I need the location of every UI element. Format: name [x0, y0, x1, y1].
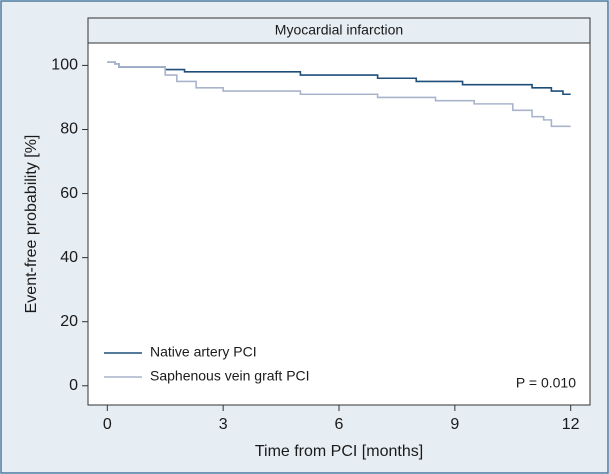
x-tick-label: 6 — [335, 416, 344, 433]
y-tick-label: 80 — [60, 121, 78, 138]
x-tick-label: 3 — [219, 416, 228, 433]
legend-label: Native artery PCI — [150, 344, 257, 360]
x-axis-label: Time from PCI [months] — [255, 443, 423, 460]
y-tick-label: 100 — [51, 57, 78, 74]
chart-title: Myocardial infarction — [275, 22, 403, 38]
y-axis-label: Event-free probability [%] — [23, 135, 40, 314]
y-tick-label: 0 — [69, 377, 78, 394]
x-tick-label: 9 — [450, 416, 459, 433]
y-tick-label: 40 — [60, 249, 78, 266]
x-tick-label: 0 — [103, 416, 112, 433]
legend-label: Saphenous vein graft PCI — [150, 368, 310, 384]
annotation: P = 0.010 — [516, 375, 576, 391]
x-tick-label: 12 — [562, 416, 580, 433]
y-tick-label: 20 — [60, 313, 78, 330]
title-bar — [87, 17, 591, 44]
survival-curve — [107, 61, 571, 128]
y-tick-label: 60 — [60, 185, 78, 202]
